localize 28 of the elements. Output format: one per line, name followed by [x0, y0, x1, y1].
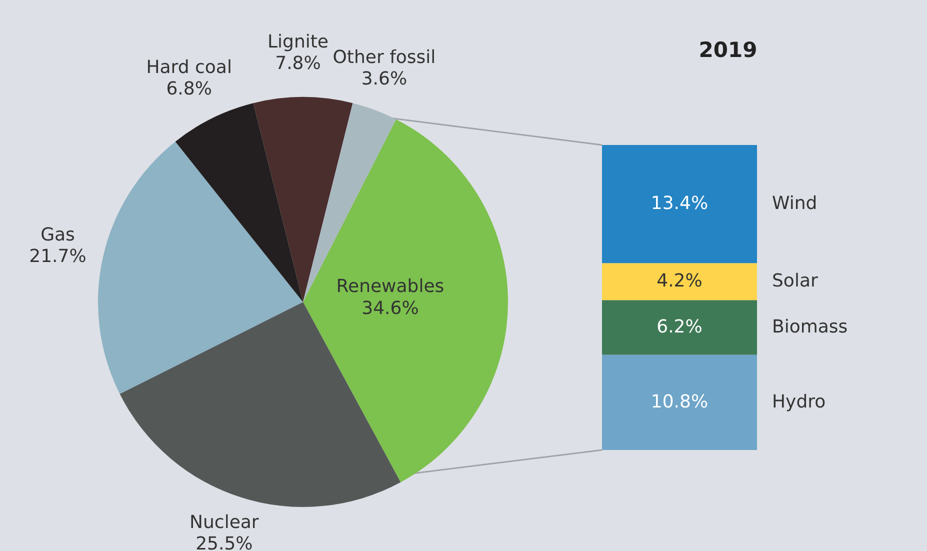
- data-label: 4.2%: [656, 270, 702, 292]
- slice-label: Lignite: [268, 31, 328, 52]
- data-label: 10.8%: [650, 391, 708, 412]
- pie-slice: [303, 119, 508, 482]
- bar: [602, 354, 757, 450]
- bar: [602, 263, 757, 300]
- slice-label: Renewables: [336, 276, 444, 298]
- slice-label: Gas: [40, 224, 75, 246]
- slice-label: Other fossil: [332, 47, 436, 68]
- pie-slice: [175, 103, 303, 302]
- data-label: 7.8%: [275, 53, 321, 74]
- series-label: Hydro: [772, 391, 826, 412]
- slice-label: Hard coal: [146, 56, 232, 78]
- data-label: 21.7%: [29, 246, 86, 268]
- bar: [602, 145, 757, 264]
- bar: [602, 300, 757, 355]
- series-label: Wind: [772, 192, 818, 214]
- series-label: Biomass: [772, 316, 848, 338]
- data-label: 3.6%: [361, 68, 408, 90]
- chart-title: 2019: [698, 38, 758, 62]
- data-label: 13.4%: [650, 192, 708, 214]
- data-label: 34.6%: [362, 298, 419, 319]
- data-label: 6.2%: [656, 316, 702, 338]
- slice-label: Nuclear: [190, 512, 260, 534]
- series-label: Solar: [772, 270, 818, 292]
- data-label: 6.8%: [166, 78, 212, 100]
- data-label: 25.5%: [196, 534, 253, 551]
- pie-slice: [98, 142, 303, 394]
